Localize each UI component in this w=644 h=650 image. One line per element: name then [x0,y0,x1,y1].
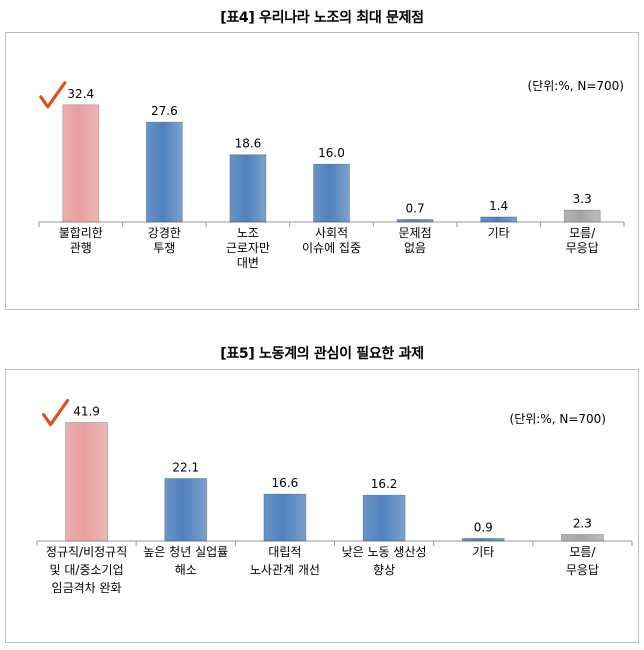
category-label: 높은 청년 실업률 [143,545,228,559]
data-label: 16.6 [272,476,299,490]
bar [563,209,601,223]
category-label: 무응답 [566,241,599,255]
category-label: 노사관계 개선 [250,563,320,577]
data-label: 41.9 [73,405,100,419]
category-label: 투쟁 [153,241,175,255]
data-label: 2.3 [573,516,592,530]
bar [145,121,183,223]
data-label: 16.0 [318,146,345,160]
category-label: 대변 [237,256,259,270]
bar [229,154,267,223]
data-label: 0.7 [406,201,425,215]
bar [65,422,108,542]
data-label: 3.3 [573,192,592,206]
data-label: 32.4 [67,87,94,101]
bar [313,163,350,223]
category-label: 강경한 [148,226,181,240]
data-label: 27.6 [151,104,178,118]
category-label: 이슈에 집중 [302,241,361,255]
bar [362,494,406,542]
bar [461,538,505,542]
chart2-unit-note: (단위:%, N=700) [509,412,606,426]
category-label: 근로자만 [226,241,270,255]
category-label: 사회적 [315,226,348,240]
category-label: 정규직/비정규직 [46,545,127,559]
category-label: 및 대/중소기업 [50,563,124,577]
chart1-unit-note: (단위:%, N=700) [527,79,624,93]
category-label: 모름/ [569,226,596,240]
category-label: 기타 [472,545,494,559]
data-label: 0.9 [474,520,493,534]
category-label: 대립적 [268,545,301,559]
category-label: 무응답 [566,563,599,577]
category-label: 기타 [488,226,510,240]
category-label: 모름/ [569,545,596,559]
category-label: 불합리한 [59,226,103,240]
category-label: 향상 [373,563,395,577]
chart1-panel: (단위:%, N=700) 32.4 불합리한 관행 27.6 강경한 투쟁 18.6 노조 근… [5,32,639,310]
data-label: 18.6 [235,137,262,151]
data-label: 1.4 [489,199,508,213]
data-label: 22.1 [172,461,199,475]
category-label: 임금격차 완화 [52,581,122,595]
checkmark-icon [41,398,70,427]
data-label: 16.2 [371,477,398,491]
chart2-title: [표5] 노동계의 관심이 필요한 과제 [220,346,424,362]
checkmark-icon [39,81,67,109]
chart1-title: [표4] 우리나라 노조의 최대 문제점 [220,10,424,26]
bar [263,493,307,542]
bar [164,478,208,542]
category-label: 관행 [70,240,92,255]
category-label: 낮은 노동 생산성 [342,545,427,559]
bar [396,219,434,223]
bar [62,104,100,223]
category-label: 노조 [237,226,259,240]
category-label: 없음 [404,241,426,255]
category-label: 문제점 [399,226,432,240]
bar [480,216,518,223]
category-label: 해소 [175,563,197,577]
bar [561,534,604,542]
